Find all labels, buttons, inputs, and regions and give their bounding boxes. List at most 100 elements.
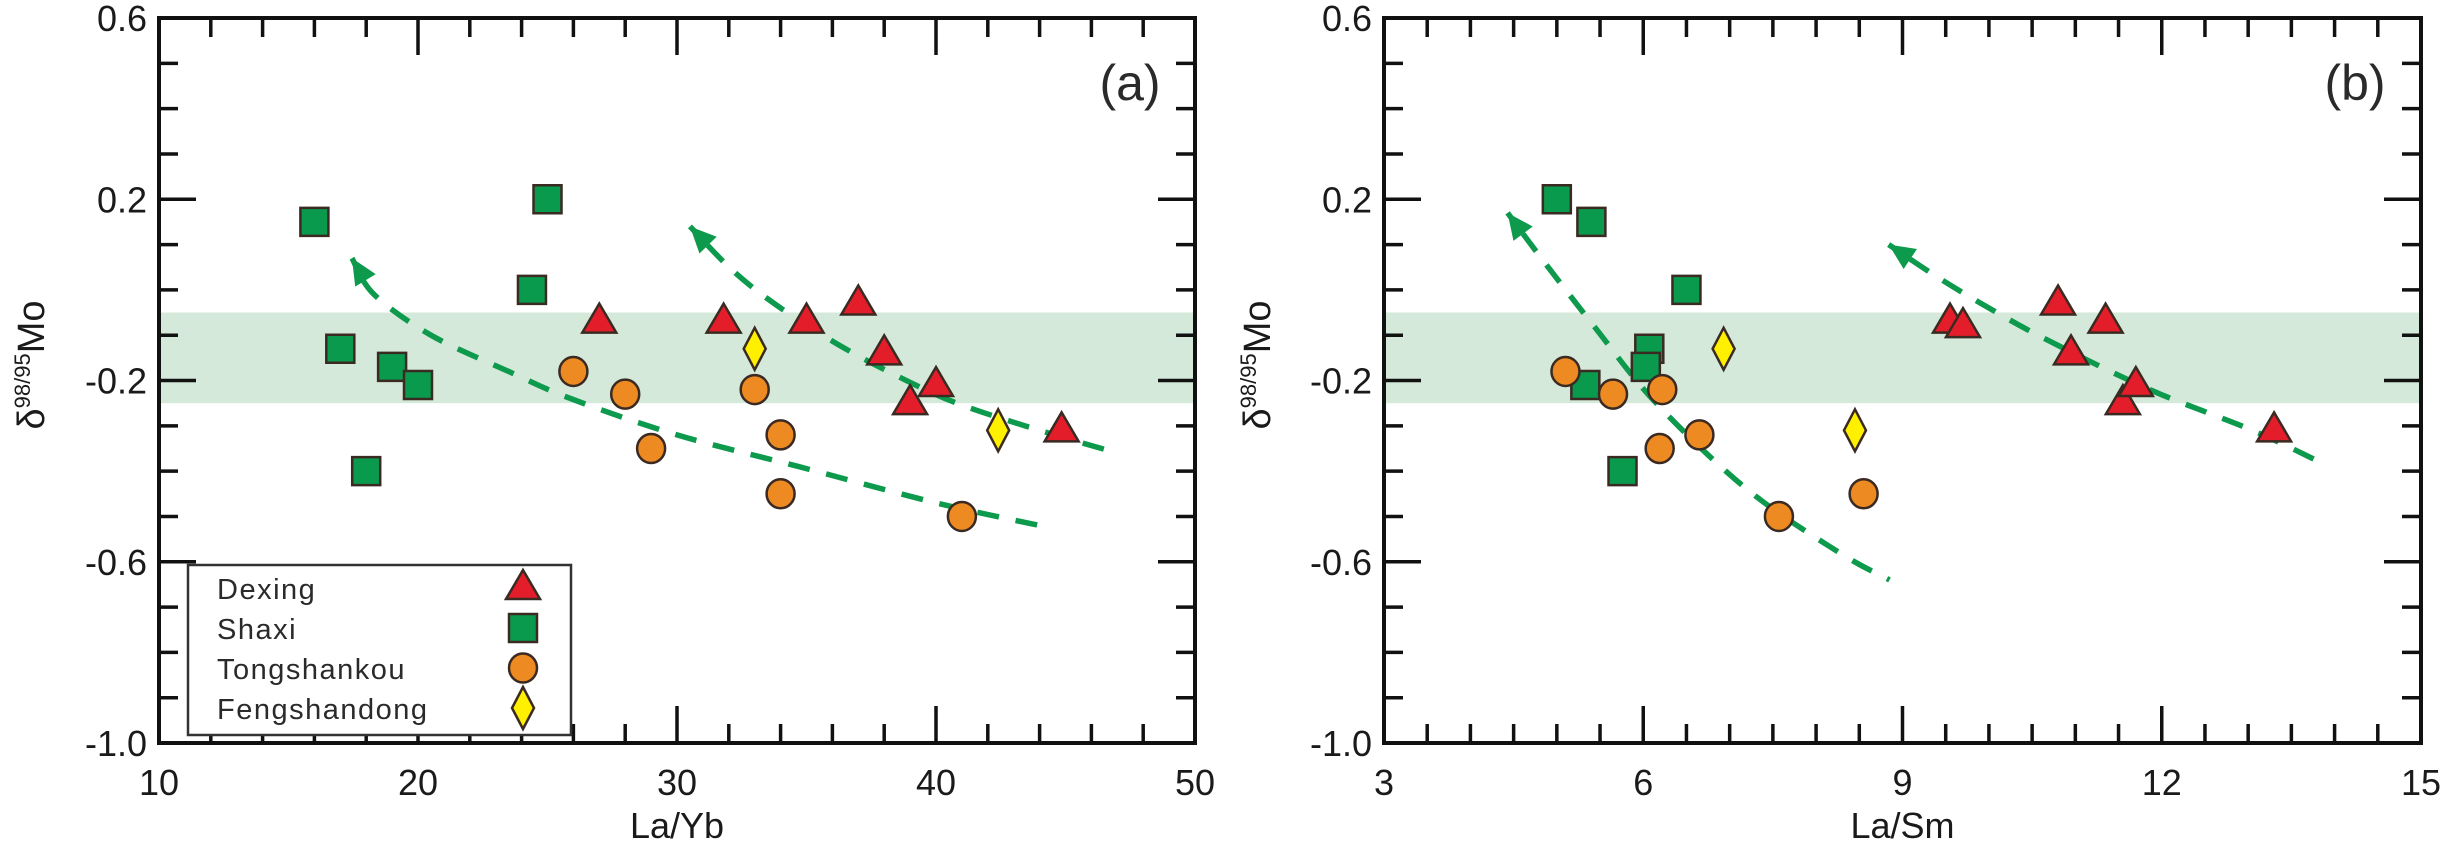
y-axis-title-delta: δ	[11, 408, 53, 429]
point-fengshandong	[1711, 325, 1737, 373]
panel-b: 0.6 0.2 -0.2 -0.6 -1.0 3 6 9 12 15 La/Sm…	[1236, 0, 2441, 841]
legend-circle-icon	[507, 652, 539, 684]
point-tongshankou	[1763, 500, 1795, 533]
y-tick-label: 0.6	[1322, 0, 1372, 39]
legend-square-icon	[507, 612, 539, 644]
point-tongshankou	[1848, 478, 1879, 510]
y-axis-title-mo: Mo	[11, 300, 53, 353]
legend-label: Fengshandong	[217, 694, 429, 726]
x-tick-label: 10	[139, 762, 179, 803]
panel-label: (a)	[1099, 55, 1160, 111]
point-tongshankou	[765, 419, 796, 451]
x-axis-title: La/Sm	[1850, 805, 1954, 841]
point-dexing	[704, 301, 743, 334]
y-axis-title-mo: Mo	[1237, 300, 1279, 353]
y-tick-label: -0.6	[1310, 542, 1372, 583]
x-tick-label: 20	[398, 762, 438, 803]
point-shaxi	[1671, 274, 1702, 306]
x-tick-label: 50	[1175, 762, 1215, 803]
panel-label: (b)	[2324, 55, 2385, 111]
point-tongshankou	[558, 355, 589, 388]
legend-entry-tongshankou: Tongshankou	[217, 652, 539, 686]
point-dexing	[2051, 332, 2091, 366]
reference-band	[159, 312, 1195, 404]
point-tongshankou	[1597, 378, 1629, 410]
point-dexing	[2038, 283, 2078, 316]
point-dexing	[916, 364, 956, 398]
trend-lower-arrow	[349, 256, 1041, 529]
point-shaxi	[299, 206, 330, 238]
point-tongshankou	[635, 432, 667, 465]
legend-label: Dexing	[217, 574, 316, 606]
point-fengshandong	[742, 325, 768, 373]
x-tick-label: 40	[916, 762, 956, 803]
axis-ticks	[1384, 18, 2421, 743]
legend-label: Shaxi	[217, 614, 297, 646]
point-shaxi	[402, 369, 434, 401]
data-points	[299, 184, 1081, 533]
x-tick-label: 15	[2401, 762, 2441, 803]
point-dexing	[1943, 305, 1983, 339]
point-tongshankou	[609, 378, 641, 410]
legend-entry-dexing: Dexing	[217, 567, 543, 606]
point-shaxi	[376, 351, 408, 383]
plot-frame	[1382, 16, 2423, 745]
point-dexing	[865, 332, 904, 366]
trend-line	[1505, 211, 1891, 583]
y-axis-title-superscript: 98/95	[1236, 353, 1261, 408]
point-dexing	[580, 301, 619, 334]
point-shaxi	[516, 274, 548, 306]
point-tongshankou	[1647, 373, 1678, 406]
y-tick-label: -0.2	[1310, 361, 1372, 402]
x-tick-labels: 3 6 9 12 15	[1374, 762, 2441, 803]
legend-entry-shaxi: Shaxi	[217, 612, 539, 646]
point-tongshankou	[946, 500, 978, 533]
legend-triangle-icon	[503, 567, 543, 601]
point-fengshandong	[1842, 406, 1868, 455]
y-tick-label: -1.0	[85, 723, 147, 764]
point-tongshankou	[1644, 432, 1675, 465]
legend-entry-fengshandong: Fengshandong	[217, 684, 536, 732]
point-dexing	[1042, 409, 1081, 443]
trend-arrows	[349, 224, 1119, 529]
y-tick-label: 0.6	[97, 0, 147, 39]
y-axis-title: δ98/95Mo	[10, 300, 53, 429]
y-axis-title-delta: δ	[1237, 408, 1279, 429]
x-axis-title: La/Yb	[630, 805, 724, 841]
y-tick-labels: 0.6 0.2 -0.2 -0.6 -1.0	[1310, 0, 1372, 764]
arrowhead-icon	[1507, 212, 1533, 241]
point-tongshankou	[739, 373, 770, 406]
point-dexing	[2254, 409, 2294, 443]
y-axis-title-superscript: 98/95	[10, 353, 35, 408]
trend-line	[687, 224, 1119, 456]
x-tick-label: 6	[1633, 762, 1653, 803]
reference-band-rect	[159, 312, 1195, 404]
y-tick-labels: 0.6 0.2 -0.2 -0.6 -1.0	[85, 0, 147, 764]
arrowhead-icon	[1888, 244, 1917, 269]
y-tick-label: -0.2	[85, 361, 147, 402]
legend-box	[186, 563, 573, 737]
y-axis-title: δ98/95Mo	[1236, 300, 1279, 429]
point-fengshandong	[985, 406, 1011, 455]
y-tick-label: 0.2	[97, 179, 147, 220]
point-tongshankou	[1550, 355, 1581, 388]
point-dexing	[2103, 382, 2143, 416]
point-dexing	[2086, 301, 2125, 334]
point-shaxi	[325, 333, 356, 365]
point-shaxi	[1541, 184, 1573, 215]
point-dexing	[890, 382, 930, 416]
legend-label: Tongshankou	[217, 654, 406, 686]
legend-diamond-icon	[510, 684, 536, 732]
trend-upper-arrow	[687, 224, 1119, 456]
point-dexing	[787, 301, 826, 334]
point-dexing	[839, 283, 878, 316]
x-tick-label: 3	[1374, 762, 1394, 803]
x-tick-label: 9	[1892, 762, 1912, 803]
y-tick-label: -0.6	[85, 542, 147, 583]
y-tick-label: -1.0	[1310, 723, 1372, 764]
point-shaxi	[532, 184, 563, 215]
arrowhead-icon	[351, 258, 376, 287]
data-points	[1541, 184, 2294, 533]
x-tick-label: 12	[2142, 762, 2182, 803]
